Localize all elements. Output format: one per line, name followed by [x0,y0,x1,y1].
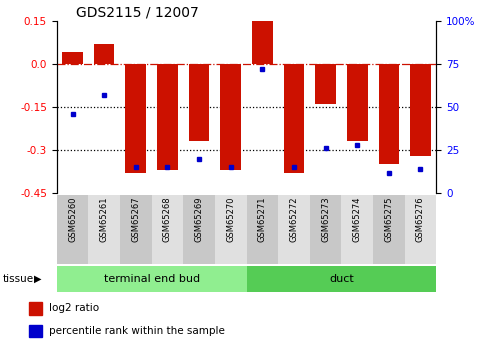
Text: terminal end bud: terminal end bud [104,274,200,284]
Text: GSM65269: GSM65269 [195,196,204,242]
Text: duct: duct [329,274,354,284]
Bar [347,64,367,141]
Text: GSM65274: GSM65274 [352,196,362,242]
Bar [405,195,436,264]
Bar [120,195,152,264]
Bar [29,302,42,315]
Bar [62,52,83,64]
Bar [220,64,241,170]
Bar [88,195,120,264]
Text: percentile rank within the sample: percentile rank within the sample [49,326,225,336]
Text: GSM65272: GSM65272 [289,196,298,242]
Text: log2 ratio: log2 ratio [49,303,99,313]
Text: GSM65273: GSM65273 [321,196,330,242]
Bar [189,64,210,141]
Bar [316,64,336,104]
Text: ▶: ▶ [34,274,41,284]
Text: GSM65276: GSM65276 [416,196,425,242]
Bar [278,195,310,264]
Bar [283,64,304,173]
Bar [215,195,246,264]
Text: GSM65267: GSM65267 [131,196,141,242]
Bar [183,195,215,264]
Bar [341,195,373,264]
Text: GSM65268: GSM65268 [163,196,172,242]
Text: GSM65270: GSM65270 [226,196,235,242]
Bar [246,266,436,292]
Bar [157,64,177,170]
Bar [310,195,341,264]
Bar [410,64,431,156]
Text: tissue: tissue [2,274,34,284]
Bar [94,44,114,64]
Bar [57,195,88,264]
Bar [29,325,42,337]
Text: GDS2115 / 12007: GDS2115 / 12007 [76,6,198,20]
Bar [252,21,273,64]
Text: GSM65261: GSM65261 [100,196,108,242]
Bar [57,266,246,292]
Bar [152,195,183,264]
Bar [379,64,399,165]
Text: GSM65260: GSM65260 [68,196,77,242]
Text: GSM65271: GSM65271 [258,196,267,242]
Text: GSM65275: GSM65275 [385,196,393,242]
Bar [246,195,278,264]
Bar [126,64,146,173]
Bar [373,195,405,264]
